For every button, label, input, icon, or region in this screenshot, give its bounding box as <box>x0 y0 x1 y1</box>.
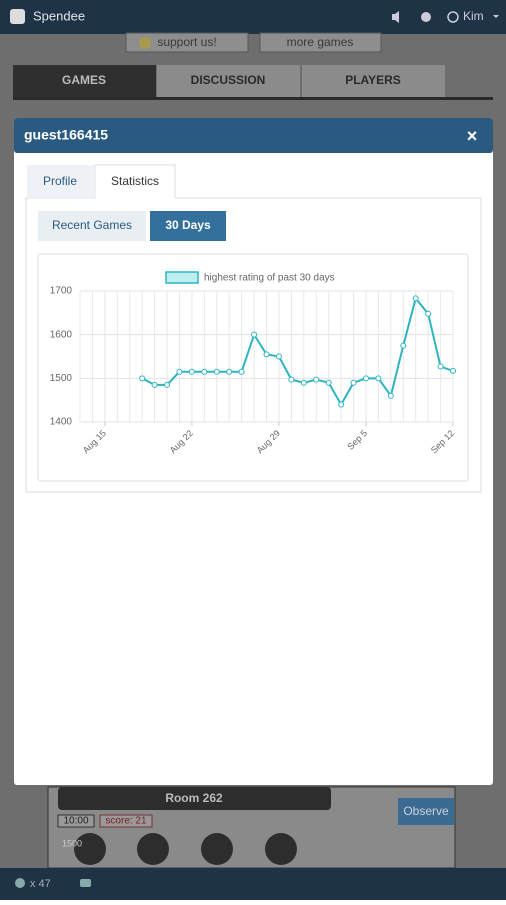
tab[interactable] <box>302 65 445 97</box>
subtab-active[interactable] <box>150 211 226 241</box>
point <box>164 381 171 388</box>
tab-label: DISCUSSION <box>191 73 266 87</box>
score-box <box>99 814 153 828</box>
clock: 10:00 <box>63 816 88 827</box>
tab-gap <box>95 196 175 200</box>
point <box>263 351 270 358</box>
app-name: Spendee <box>33 8 85 23</box>
avatar <box>74 833 106 865</box>
seat <box>137 833 169 865</box>
point <box>350 379 357 386</box>
point <box>450 367 456 374</box>
point <box>437 363 444 370</box>
legend-label: highest rating of past 30 days <box>204 273 335 284</box>
y-tick-label: 1500 <box>50 373 73 384</box>
point <box>238 368 245 375</box>
point <box>425 310 432 317</box>
tab-label: Profile <box>43 174 77 188</box>
close-button[interactable]: × <box>467 126 478 146</box>
subtab[interactable] <box>38 211 146 241</box>
tab[interactable] <box>157 65 300 97</box>
support-button[interactable] <box>125 32 249 53</box>
user-name[interactable]: Kim <box>463 9 484 23</box>
room-title: Room 262 <box>165 791 223 805</box>
subtab-label: Recent Games <box>52 218 132 232</box>
score: score: 21 <box>105 816 147 827</box>
y-tick-label: 1600 <box>50 329 73 340</box>
info-icon[interactable] <box>421 12 431 22</box>
point <box>275 353 282 360</box>
point <box>139 375 146 382</box>
users-icon <box>15 878 25 888</box>
point <box>412 295 419 302</box>
point <box>288 376 295 383</box>
point <box>325 379 332 386</box>
tab-rule <box>13 97 493 100</box>
button-label: support us! <box>157 35 216 49</box>
point <box>338 401 345 408</box>
bottom-bar <box>0 868 506 900</box>
point <box>188 368 195 375</box>
point <box>362 375 369 382</box>
chat-icon[interactable] <box>80 879 91 887</box>
observe-button[interactable] <box>398 798 454 825</box>
point <box>151 381 158 388</box>
button-label: more games <box>287 35 354 49</box>
modal-title: guest166415 <box>24 127 108 143</box>
seat <box>201 833 233 865</box>
tab-label: GAMES <box>62 73 106 87</box>
point <box>226 368 233 375</box>
chart-box <box>37 253 469 482</box>
more-games-button[interactable] <box>259 32 382 53</box>
point <box>213 368 220 375</box>
modal-header <box>14 118 493 153</box>
point <box>176 368 183 375</box>
tab-label: PLAYERS <box>345 73 401 87</box>
point <box>387 392 394 399</box>
rating: 1500 <box>62 838 82 848</box>
caret[interactable] <box>493 15 499 18</box>
y-tick-label: 1400 <box>50 417 73 428</box>
coin-icon <box>139 37 151 49</box>
sound-icon[interactable] <box>392 11 399 23</box>
y-tick-label: 1700 <box>50 286 73 297</box>
user-count: x 47 <box>30 878 51 890</box>
tab-label: Statistics <box>111 174 159 188</box>
point <box>313 376 320 383</box>
seat <box>265 833 297 865</box>
point <box>400 342 407 349</box>
point <box>201 368 208 375</box>
button-label: Observe <box>403 804 449 818</box>
legend-swatch <box>165 271 199 284</box>
user-icon[interactable] <box>447 11 459 23</box>
point <box>300 379 307 386</box>
point <box>251 331 258 338</box>
clock-box <box>57 814 95 828</box>
tab-active[interactable] <box>94 164 176 198</box>
room-header <box>58 787 331 810</box>
point <box>375 375 382 382</box>
logo <box>10 9 25 24</box>
tab[interactable] <box>27 165 94 198</box>
subtab-label: 30 Days <box>165 218 211 232</box>
tab[interactable] <box>13 65 156 97</box>
